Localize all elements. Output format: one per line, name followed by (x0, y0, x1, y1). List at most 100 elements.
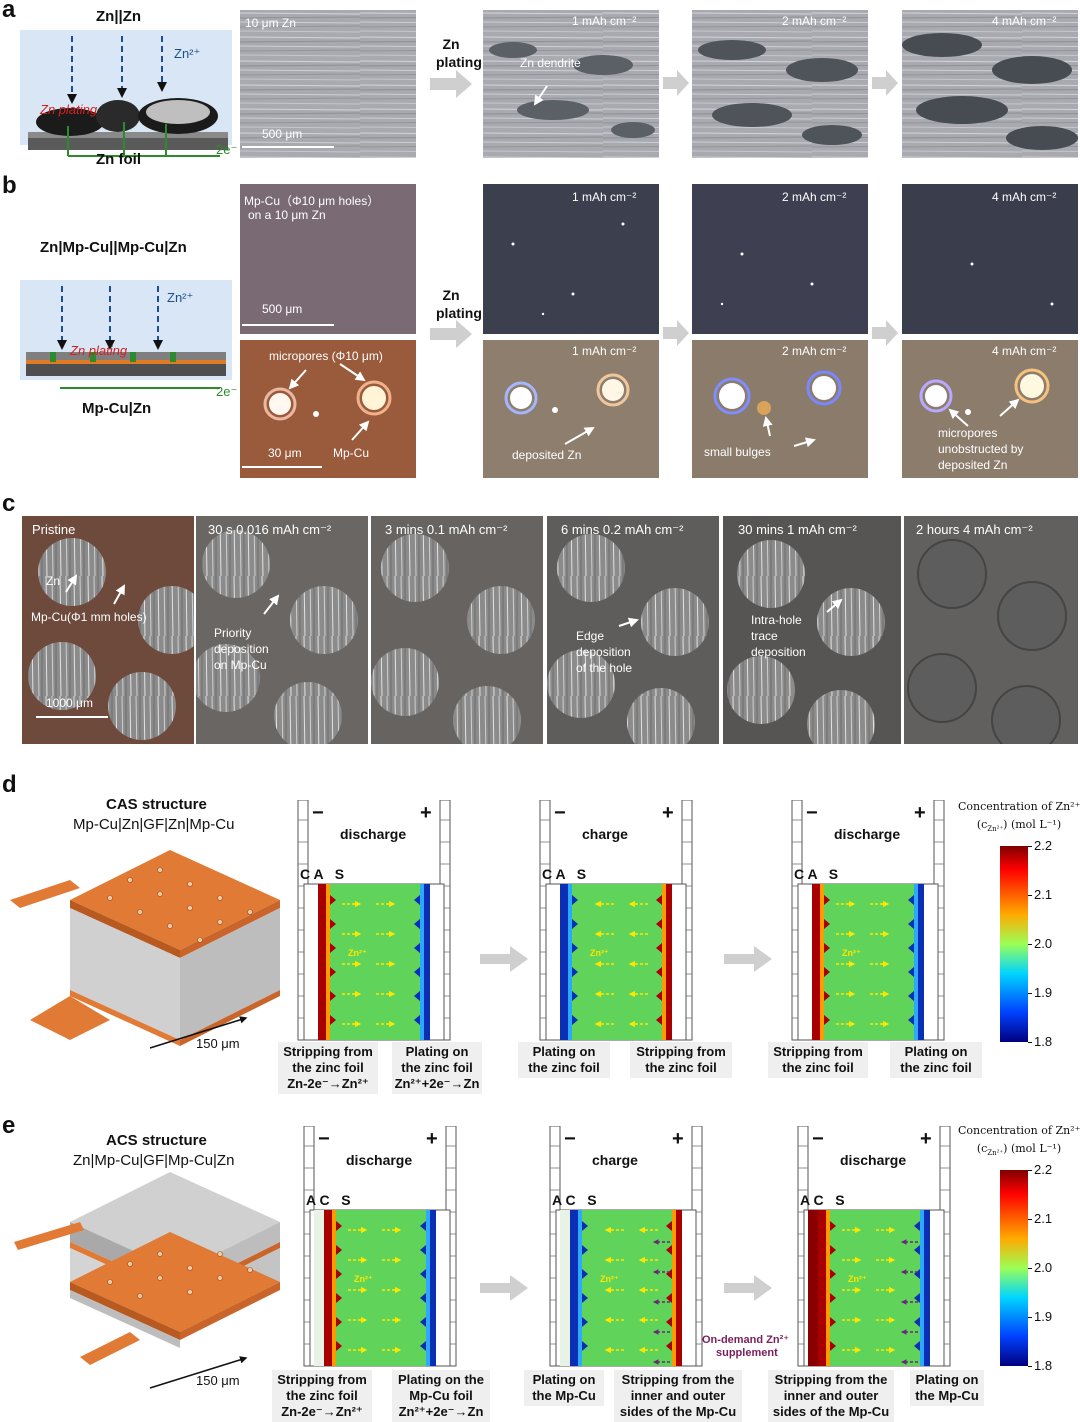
panel_e-caption-1-line-1: Stripping from (277, 1372, 367, 1387)
panel_e-sim-2 (549, 1126, 703, 1367)
panel_d-sim-1-minus: − (312, 802, 324, 824)
panel-a-micrograph-1-label: 10 μm Zn (245, 16, 296, 30)
panel-c-intra-2: trace (751, 629, 778, 643)
panel_d-caption-3-line-1: Plating on (532, 1044, 596, 1059)
panel_e-colorbar-tick-mark-3 (1028, 1268, 1032, 1269)
panel-c-frame-1-label: Pristine (32, 522, 76, 537)
panel_e-caption-5-line-3: sides of the Mp-Cu (772, 1404, 890, 1419)
panel-a-micrograph-2 (483, 10, 659, 158)
panel_d-sim-3-plus: + (914, 802, 926, 824)
panel_d-colorbar-tick-1: 2.2 (1034, 838, 1053, 853)
panel_d-caption-6-line-1: Plating on (904, 1044, 968, 1059)
panel-c-priority-1: Priority (214, 626, 252, 640)
panel-d-colorbar-title-2: (cZn²⁺) (mol L⁻¹) (976, 818, 1062, 834)
panel_d-colorbar-tick-3: 2.0 (1034, 936, 1053, 951)
panel-c-edge-3: of the hole (576, 661, 633, 675)
panel-b-process-label: Zn plating (436, 287, 482, 321)
panel-c-frame-6 (904, 516, 1078, 744)
panel-a-scale-bar (242, 146, 334, 148)
panel-b-top-1 (483, 184, 659, 334)
panel_e-sim-3-mode: discharge (840, 1152, 907, 1168)
panel-a-micrograph-4 (902, 10, 1078, 158)
panel-e-structure-sub: Zn|Mp-Cu|GF|Mp-Cu|Zn (73, 1152, 235, 1169)
panel-b-unobstructed-1: micropores (938, 426, 998, 440)
panel_e-colorbar-tick-4: 1.9 (1034, 1309, 1053, 1324)
panel-e-letter: e (2, 1112, 16, 1139)
panel-e-transition-arrow-1 (480, 1275, 528, 1301)
panel_d-sim-2-layers: C A S (542, 866, 587, 882)
panel-c-frame-5-label: 30 mins 1 mAh cm⁻² (738, 522, 857, 537)
panel-c-frame-6-label: 2 hours 4 mAh cm⁻² (916, 522, 1033, 537)
panel_e-sim-1-mode: discharge (346, 1152, 413, 1168)
panel_d-caption-4-line-1: Stripping from (636, 1044, 726, 1059)
panel-a-foil-label: Zn foil (96, 151, 141, 168)
panel-a-letter: a (2, 0, 16, 23)
panel-b-micrograph-2-scale-text: 30 μm (268, 446, 302, 460)
panel_e-caption-6: Plating on the Mp-Cu (910, 1370, 984, 1406)
panel-b-micrograph-1-label-1: Mp-Cu（Φ10 μm holes） (244, 194, 380, 208)
panel_d-caption-1-line-3: Zn-2e⁻→Zn²⁺ (287, 1076, 369, 1091)
panel_d-colorbar-tick-mark-5 (1028, 1042, 1032, 1043)
panel-b-top-1-label: 1 mAh cm⁻² (572, 190, 637, 204)
panel_e-caption-6-line-1: Plating on (915, 1372, 979, 1387)
panel_e-caption-2-line-2: Mp-Cu foil (409, 1388, 473, 1403)
panel-a-micrograph-1 (240, 10, 416, 158)
panel-b-plating-label: Zn plating (70, 343, 128, 358)
panel-c-priority-3: on Mp-Cu (214, 658, 267, 672)
panel_e-sim-2-ion: Zn²⁺ (600, 1274, 619, 1284)
panel-e-structure-title: ACS structure (106, 1132, 207, 1149)
panel-c-letter: c (2, 490, 16, 517)
panel_d-colorbar-tick-mark-4 (1028, 993, 1032, 994)
panel_e-caption-6-line-2: the Mp-Cu (915, 1388, 979, 1403)
panel-b-unobstructed-2: unobstructed by (938, 442, 1024, 456)
panel_e-sim-2-mode: charge (592, 1152, 638, 1168)
panel-b-foil-label: Mp-Cu|Zn (82, 400, 152, 417)
panel-c-scale-text: 1000 μm (46, 696, 93, 710)
panel-c-intra-3: deposition (751, 645, 806, 659)
panel-d-structure-sub: Mp-Cu|Zn|GF|Zn|Mp-Cu (73, 816, 235, 833)
panel-b-scale-bar-2 (242, 466, 322, 468)
panel_d-caption-5-line-1: Stripping from (773, 1044, 863, 1059)
panel-c-mpcu-label: Mp-Cu(Φ1 mm holes) (31, 610, 147, 624)
panel-c-frame-1 (22, 516, 194, 744)
panel_d-colorbar-tick-mark-3 (1028, 944, 1032, 945)
panel-b-top-2-label: 2 mAh cm⁻² (782, 190, 847, 204)
panel_d-caption-2: Plating on the zinc foil Zn²⁺+2e⁻→Zn (392, 1042, 482, 1094)
panel_e-sim-1-layers: A C S (306, 1192, 351, 1208)
panel-b-top-3-label: 4 mAh cm⁻² (992, 190, 1057, 204)
panel-d-structure-title: CAS structure (106, 796, 207, 813)
panel-b-arrow-3 (872, 320, 898, 346)
panel-a-micrograph-4-label: 4 mAh cm⁻² (992, 14, 1057, 28)
panel_e-colorbar-tick-mark-2 (1028, 1219, 1032, 1220)
panel_d-caption-4: Stripping from the zinc foil (630, 1042, 732, 1078)
panel_e-caption-4-line-3: sides of the Mp-Cu (619, 1404, 737, 1419)
panel-b-letter: b (2, 172, 17, 199)
panel-a-ion-label: Zn²⁺ (174, 46, 201, 61)
panel_d-sim-1-plus: + (420, 802, 432, 824)
panel_d-caption-1: Stripping from the zinc foil Zn-2e⁻→Zn²⁺ (278, 1042, 378, 1094)
panel_e-sim-1-plus: + (426, 1128, 438, 1150)
panel_d-sim-3-mode: discharge (834, 826, 901, 842)
panel_d-sim-2-mode: charge (582, 826, 628, 842)
panel_e-caption-5-line-2: inner and outer (783, 1388, 879, 1403)
panel_d-sim-1-mode: discharge (340, 826, 407, 842)
panel_e-colorbar-tick-1: 2.2 (1034, 1162, 1053, 1177)
panel_e-colorbar-tick-3: 2.0 (1034, 1260, 1053, 1275)
panel-a-arrow-3 (872, 70, 898, 96)
panel_e-sim-3-minus: − (812, 1128, 824, 1150)
panel-d-transition-arrow-1 (480, 946, 528, 972)
panel-e-colorbar-title-2: (cZn²⁺) (mol L⁻¹) (976, 1142, 1062, 1158)
panel_e-sim-2-layers: A C S (552, 1192, 597, 1208)
panel-a-cell-label: Zn||Zn (96, 8, 142, 25)
panel-e-on-demand-1: On-demand Zn²⁺ (702, 1334, 790, 1346)
panel_e-caption-2: Plating on the Mp-Cu foil Zn²⁺+2e⁻→Zn (392, 1370, 490, 1422)
panel_d-colorbar-tick-4: 1.9 (1034, 985, 1053, 1000)
panel-b-bottom-2 (692, 340, 868, 478)
panel-b-bottom-3 (902, 340, 1078, 478)
panel_e-sim-2-plus: + (672, 1128, 684, 1150)
panel-b-top-2 (692, 184, 868, 334)
panel_d-sim-1 (297, 800, 451, 1041)
panel-a-plating-label: Zn plating (40, 102, 98, 117)
panel-b-scale-bar-1 (242, 324, 334, 326)
panel-b-micropores-label: micropores (Φ10 μm) (269, 349, 383, 363)
